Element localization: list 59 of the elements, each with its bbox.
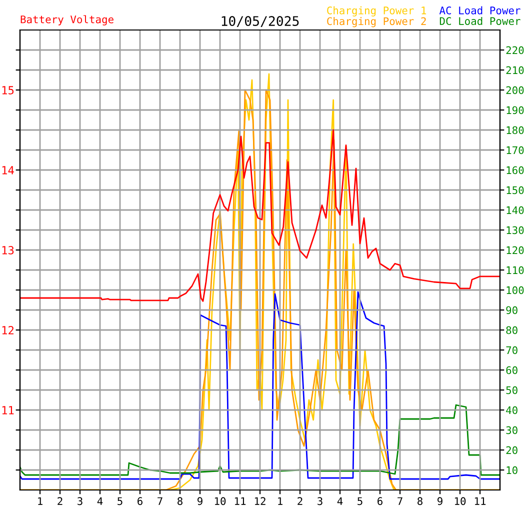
y2-tick-label: 100: [506, 286, 524, 294]
chart-title: 10/05/2025: [222, 16, 299, 28]
x-tick-label: 10: [454, 497, 466, 506]
x-tick-label: 5: [358, 497, 362, 506]
x-tick-label: 7: [158, 497, 162, 505]
y2-tick-label: 220: [506, 46, 524, 54]
text: AC Load Power: [439, 6, 520, 14]
x-tick-label: 11: [234, 497, 246, 505]
y2-tick-label: 70: [506, 346, 518, 354]
y2-tick-label: 190: [506, 106, 524, 114]
x-tick-label: 6: [378, 497, 382, 506]
y-tick-label: 14: [2, 166, 14, 174]
x-tick-label: 6: [138, 497, 142, 506]
x-tick-label: 2: [298, 497, 302, 505]
x-tick-label: 2: [58, 497, 62, 505]
line-series: [20, 129, 500, 302]
y2-tick-label: 20: [506, 446, 518, 454]
x-tick-label: 8: [418, 497, 422, 506]
y2-tick-label: 120: [506, 246, 524, 254]
y-tick-label: 11: [2, 406, 14, 414]
y2-tick-label: 180: [506, 126, 524, 134]
x-tick-label: 1: [278, 497, 282, 505]
y2-tick-label: 200: [506, 86, 524, 94]
y2-tick-label: 90: [506, 306, 518, 314]
y2-tick-label: 10: [506, 466, 518, 474]
y-axis-title: Battery Voltage: [20, 15, 114, 26]
y2-tick-label: 130: [506, 226, 524, 234]
y2-tick-label: 40: [506, 406, 518, 414]
y2-tick-label: 80: [506, 326, 518, 334]
y-tick-label: 13: [2, 246, 14, 254]
x-tick-label: 1: [38, 497, 42, 505]
x-tick-label: 12: [254, 497, 266, 505]
x-tick-label: 3: [78, 497, 82, 506]
y2-tick-label: 150: [506, 186, 524, 194]
y2-tick-label: 30: [506, 426, 518, 434]
text: Charging Power 1: [327, 6, 426, 16]
y-tick-label: 12: [2, 326, 14, 334]
x-tick-label: 7: [398, 497, 402, 505]
y2-tick-label: 110: [506, 266, 524, 274]
y2-tick-label: 160: [506, 166, 524, 174]
x-tick-label: 11: [474, 497, 486, 505]
x-tick-label: 8: [178, 497, 182, 506]
y2-tick-label: 50: [506, 386, 518, 394]
text: Charging Power 2: [327, 17, 426, 28]
y-tick-label: 15: [2, 86, 14, 94]
y2-tick-label: 170: [506, 146, 524, 154]
x-tick-label: 9: [438, 497, 442, 506]
y2-tick-label: 60: [506, 366, 518, 374]
x-tick-label: 10: [214, 497, 226, 506]
x-tick-label: 9: [198, 497, 202, 506]
line-series: [20, 404, 500, 476]
text: DC Load Power: [440, 16, 520, 26]
x-tick-label: 5: [118, 497, 122, 506]
x-tick-label: 4: [337, 497, 343, 505]
y2-tick-label: 210: [506, 66, 524, 74]
x-tick-label: 3: [318, 497, 322, 506]
x-tick-label: 4: [97, 497, 103, 505]
y2-tick-label: 140: [506, 206, 524, 214]
line-series: [20, 291, 500, 480]
